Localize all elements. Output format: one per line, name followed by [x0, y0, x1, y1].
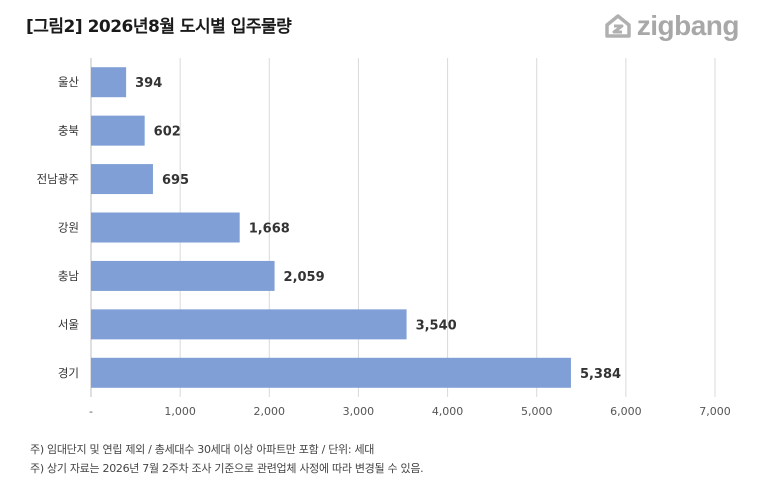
chart-title: [그림2] 2026년8월 도시별 입주물량	[26, 17, 292, 37]
y-tick-label: 충북	[58, 124, 79, 138]
data-label: 394	[135, 76, 162, 91]
bar	[91, 115, 145, 146]
x-tick-label: 2,000	[254, 405, 286, 418]
y-tick-label: 서울	[58, 317, 79, 331]
y-tick-label: 경기	[58, 366, 79, 380]
x-tick-label: 6,000	[610, 405, 642, 418]
footnotes: 주) 임대단지 및 연립 제외 / 총세대수 30세대 이상 아파트만 포함 /…	[30, 440, 424, 478]
bar	[91, 309, 407, 340]
data-label: 695	[162, 173, 189, 188]
y-tick-label: 강원	[58, 221, 79, 235]
bar	[91, 67, 127, 98]
brand-name: zigbang	[636, 10, 740, 41]
data-label: 5,384	[580, 367, 621, 382]
x-tick-label: 7,000	[699, 405, 731, 418]
bar	[91, 164, 153, 195]
x-tick-label: 5,000	[521, 405, 553, 418]
data-label: 3,540	[416, 318, 457, 333]
footnote-1: 주) 임대단지 및 연립 제외 / 총세대수 30세대 이상 아파트만 포함 /…	[30, 443, 375, 456]
bar	[91, 212, 240, 243]
bar	[91, 260, 275, 291]
bar	[91, 357, 571, 388]
zigbang-logo-icon	[604, 14, 631, 38]
y-tick-label: 울산	[58, 75, 80, 89]
data-label: 1,668	[249, 222, 290, 237]
bar-chart: - 1,000 2,000 3,000 4,000 5,000 6,000 7,000 울산 39…	[37, 58, 731, 418]
footnote-2: 주) 상기 자료는 2026년 7월 2주차 조사 기준으로 관련업체 사정에 …	[30, 462, 424, 475]
x-tick-label: 1,000	[164, 405, 196, 418]
x-tick-label: 3,000	[343, 405, 375, 418]
data-label: 2,059	[284, 270, 325, 285]
x-tick-label: 4,000	[432, 405, 464, 418]
y-tick-label: 전남광주	[37, 172, 79, 186]
y-tick-label: 충남	[58, 269, 80, 283]
brand-logo: zigbang	[603, 10, 740, 42]
x-tick-label: -	[89, 405, 93, 418]
data-label: 602	[154, 125, 181, 140]
